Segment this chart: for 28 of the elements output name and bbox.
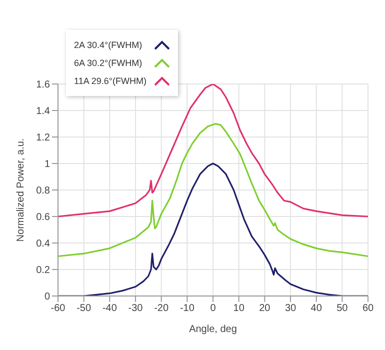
y-tick-label: 0.8 (36, 186, 50, 197)
x-tick-label: -30 (128, 303, 144, 314)
y-axis-title: Normalized Power, a.u. (16, 138, 27, 242)
y-tick-label: 1.4 (36, 106, 50, 118)
x-axis-title: Angle, deg (189, 324, 237, 335)
legend-label: 2A 30.4°(FWHM) (74, 40, 142, 50)
y-tick-label: 0 (44, 292, 50, 303)
x-tick-label: 30 (284, 303, 296, 314)
line-series (58, 122, 368, 258)
x-tick-label: -20 (154, 303, 169, 314)
x-tick-label: 20 (259, 303, 271, 314)
x-tick-label: -60 (50, 303, 66, 314)
x-tick-label: -40 (102, 303, 118, 314)
legend-label: 11A 29.6°(FWHM) (74, 76, 146, 86)
x-tick-label: 50 (336, 303, 348, 314)
x-tick-label: -10 (180, 303, 195, 314)
x-tick-label: 10 (233, 303, 245, 314)
x-tick-label: 0 (210, 303, 216, 314)
y-tick-label: 1.6 (36, 80, 50, 91)
y-tick-label: 1.2 (36, 132, 50, 144)
y-tick-label: 1 (44, 159, 50, 170)
y-tick-label: 0.6 (36, 212, 50, 224)
y-tick-label: 0.4 (36, 238, 50, 250)
x-tick-label: 40 (310, 303, 322, 314)
y-tick-label: 0.2 (36, 265, 50, 276)
x-tick-label: -50 (76, 303, 92, 314)
x-tick-label: 60 (362, 303, 374, 314)
legend-label: 6A 30.2°(FWHM) (74, 58, 142, 68)
